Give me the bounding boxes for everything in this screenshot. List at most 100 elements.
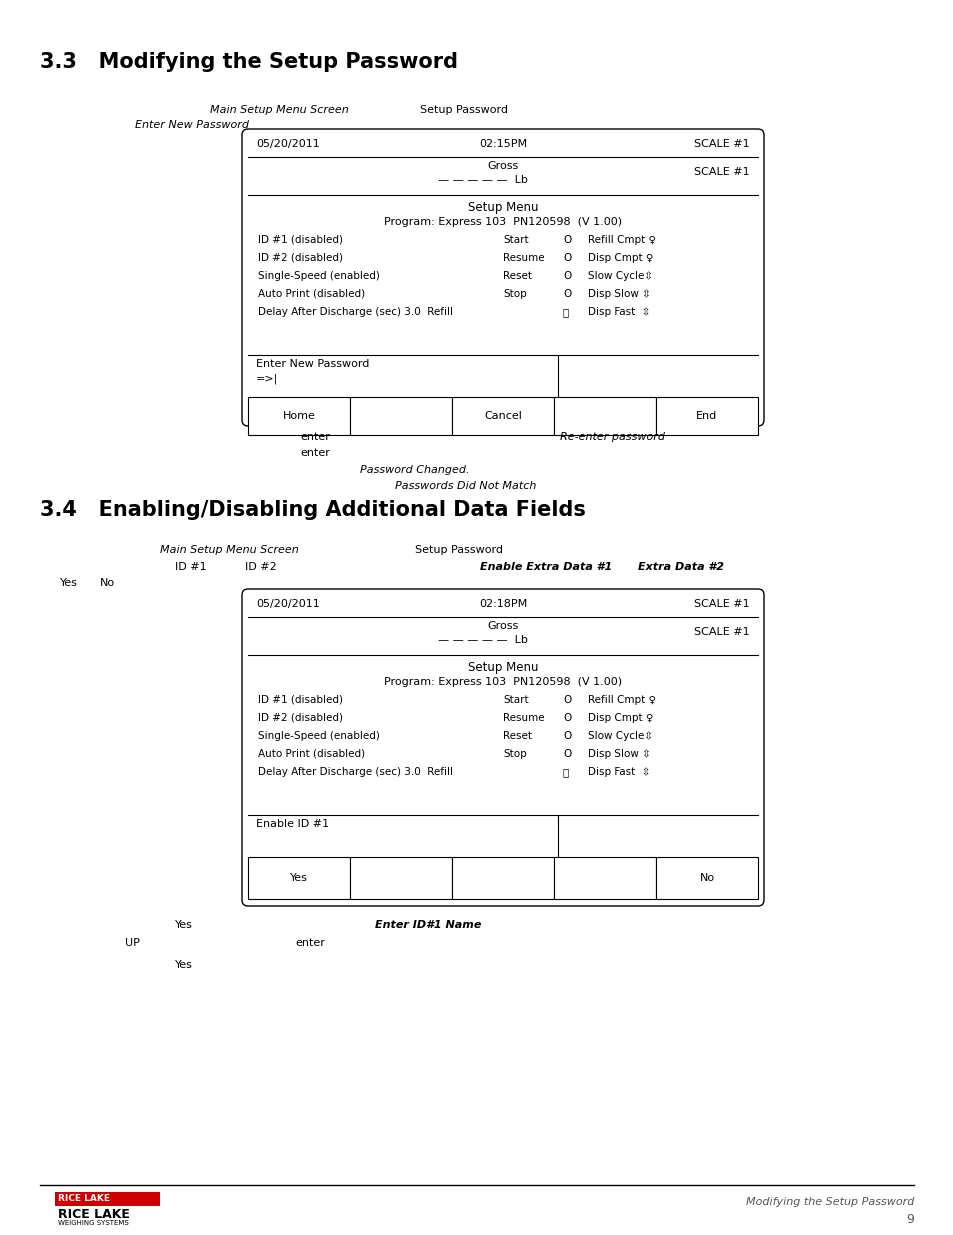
Text: Re-enter password: Re-enter password (559, 432, 664, 442)
Bar (554, 396, 656, 435)
Text: SCALE #1: SCALE #1 (694, 627, 749, 637)
Text: Refill Cmpt ♀: Refill Cmpt ♀ (587, 235, 656, 245)
Text: Auto Print (disabled): Auto Print (disabled) (257, 289, 365, 299)
Text: Start: Start (502, 695, 528, 705)
Text: Reset: Reset (502, 731, 532, 741)
Bar (350, 857, 452, 899)
Text: Program: Express 103  PN120598  (V 1.00): Program: Express 103 PN120598 (V 1.00) (383, 677, 621, 687)
Bar (248, 396, 350, 435)
Text: Refill Cmpt ♀: Refill Cmpt ♀ (587, 695, 656, 705)
Text: Enter New Password: Enter New Password (255, 359, 369, 369)
Text: SCALE #1: SCALE #1 (694, 140, 749, 149)
Text: O: O (562, 695, 571, 705)
Text: Single-Speed (enabled): Single-Speed (enabled) (257, 270, 379, 282)
Text: No: No (100, 578, 115, 588)
Text: enter: enter (299, 432, 330, 442)
Text: SCALE #1: SCALE #1 (694, 599, 749, 609)
Text: 05/20/2011: 05/20/2011 (255, 599, 319, 609)
Text: Enable Extra Data #1: Enable Extra Data #1 (479, 562, 612, 572)
Text: =>|: =>| (255, 373, 278, 384)
Text: ⦻: ⦻ (562, 767, 569, 777)
Text: Disp Cmpt ♀: Disp Cmpt ♀ (587, 253, 653, 263)
Text: ID #2 (disabled): ID #2 (disabled) (257, 253, 343, 263)
Text: Home: Home (282, 411, 315, 421)
Text: Delay After Discharge (sec) 3.0  Refill: Delay After Discharge (sec) 3.0 Refill (257, 308, 453, 317)
Text: 9: 9 (905, 1213, 913, 1226)
Text: Setup Password: Setup Password (419, 105, 507, 115)
Text: — — — — —  Lb: — — — — — Lb (437, 635, 527, 645)
Text: enter: enter (299, 448, 330, 458)
Text: RICE LAKE: RICE LAKE (58, 1208, 130, 1221)
Text: Start: Start (502, 235, 528, 245)
Text: Gross: Gross (487, 161, 518, 170)
Text: Yes: Yes (174, 960, 193, 969)
Text: Yes: Yes (174, 920, 193, 930)
Text: O: O (562, 731, 571, 741)
Text: 02:15PM: 02:15PM (478, 140, 526, 149)
Text: O: O (562, 289, 571, 299)
Bar (554, 857, 656, 899)
Text: ID #2 (disabled): ID #2 (disabled) (257, 713, 343, 722)
Text: Cancel: Cancel (483, 411, 521, 421)
Text: O: O (562, 270, 571, 282)
Text: Setup Password: Setup Password (415, 545, 502, 555)
FancyBboxPatch shape (242, 589, 763, 906)
Text: UP: UP (125, 939, 140, 948)
Text: Password Changed.: Password Changed. (359, 466, 469, 475)
Text: Yes: Yes (290, 873, 308, 883)
Text: Enable ID #1: Enable ID #1 (255, 819, 329, 829)
Text: O: O (562, 748, 571, 760)
Text: ⦻: ⦻ (562, 308, 569, 317)
Text: Delay After Discharge (sec) 3.0  Refill: Delay After Discharge (sec) 3.0 Refill (257, 767, 453, 777)
Text: End: End (696, 411, 717, 421)
Bar (55, 1192, 160, 1207)
Text: Auto Print (disabled): Auto Print (disabled) (257, 748, 365, 760)
Text: Slow Cycle⇳: Slow Cycle⇳ (587, 731, 653, 741)
Text: O: O (562, 235, 571, 245)
Bar (656, 857, 758, 899)
Text: ID #1: ID #1 (174, 562, 207, 572)
Text: 02:18PM: 02:18PM (478, 599, 527, 609)
Text: Main Setup Menu Screen: Main Setup Menu Screen (160, 545, 298, 555)
Text: Stop: Stop (502, 289, 526, 299)
Text: Main Setup Menu Screen: Main Setup Menu Screen (210, 105, 349, 115)
Text: — — — — —  Lb: — — — — — Lb (437, 175, 527, 185)
Text: Gross: Gross (487, 621, 518, 631)
Bar (452, 396, 554, 435)
Text: Modifying the Setup Password: Modifying the Setup Password (745, 1197, 913, 1207)
Text: Extra Data #2: Extra Data #2 (638, 562, 723, 572)
Text: Enter ID#1 Name: Enter ID#1 Name (375, 920, 481, 930)
Text: Stop: Stop (502, 748, 526, 760)
Bar (656, 396, 758, 435)
Text: RICE LAKE: RICE LAKE (58, 1194, 110, 1203)
Text: Passwords Did Not Match: Passwords Did Not Match (395, 480, 536, 492)
Text: Slow Cycle⇳: Slow Cycle⇳ (587, 270, 653, 282)
Text: O: O (562, 713, 571, 722)
Text: Single-Speed (enabled): Single-Speed (enabled) (257, 731, 379, 741)
Text: ID #1 (disabled): ID #1 (disabled) (257, 695, 343, 705)
Text: Disp Fast  ⇳: Disp Fast ⇳ (587, 308, 650, 317)
Bar (350, 396, 452, 435)
Text: Yes: Yes (60, 578, 78, 588)
Text: Disp Fast  ⇳: Disp Fast ⇳ (587, 767, 650, 777)
Text: No: No (699, 873, 714, 883)
Text: 3.3   Modifying the Setup Password: 3.3 Modifying the Setup Password (40, 52, 457, 72)
Text: WEIGHING SYSTEMS: WEIGHING SYSTEMS (58, 1220, 129, 1226)
Text: Resume: Resume (502, 253, 544, 263)
Text: Disp Cmpt ♀: Disp Cmpt ♀ (587, 713, 653, 722)
Text: Enter New Password: Enter New Password (135, 120, 249, 130)
Text: Setup Menu: Setup Menu (467, 201, 537, 214)
Text: Disp Slow ⇳: Disp Slow ⇳ (587, 289, 650, 299)
Text: Reset: Reset (502, 270, 532, 282)
Text: Disp Slow ⇳: Disp Slow ⇳ (587, 748, 650, 760)
Text: ID #2: ID #2 (245, 562, 276, 572)
Bar (248, 857, 350, 899)
Text: SCALE #1: SCALE #1 (694, 167, 749, 177)
Text: 3.4   Enabling/Disabling Additional Data Fields: 3.4 Enabling/Disabling Additional Data F… (40, 500, 585, 520)
FancyBboxPatch shape (242, 128, 763, 426)
Text: Setup Menu: Setup Menu (467, 661, 537, 674)
Bar (452, 857, 554, 899)
Text: ID #1 (disabled): ID #1 (disabled) (257, 235, 343, 245)
Text: 05/20/2011: 05/20/2011 (255, 140, 319, 149)
Text: O: O (562, 253, 571, 263)
